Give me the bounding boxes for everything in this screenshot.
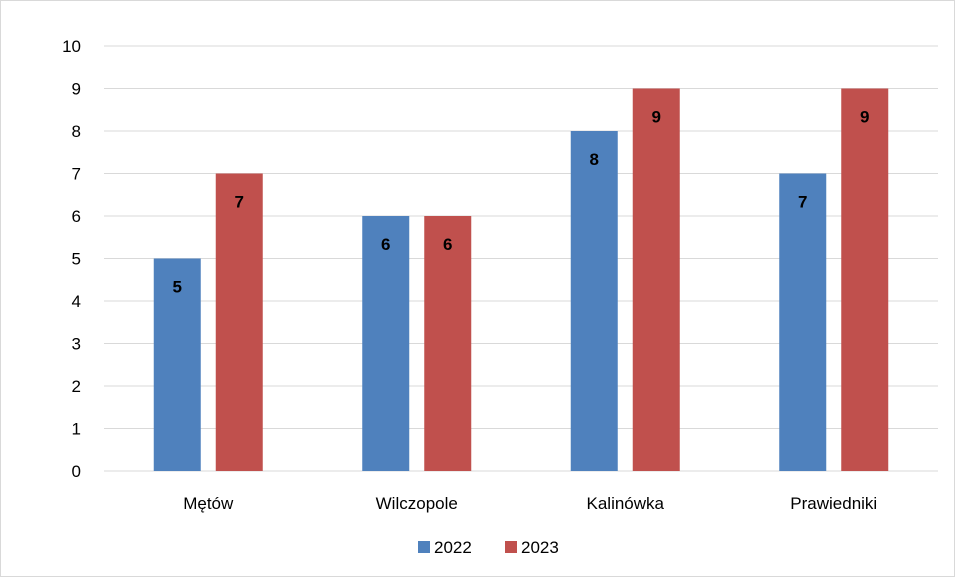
bars bbox=[153, 88, 889, 471]
data-label: 9 bbox=[652, 108, 661, 127]
y-tick-label: 8 bbox=[72, 122, 81, 141]
y-tick-label: 1 bbox=[72, 420, 81, 439]
bar-2022-2 bbox=[570, 131, 618, 471]
legend-swatch-2023 bbox=[505, 541, 517, 553]
y-tick-label: 2 bbox=[72, 377, 81, 396]
data-label: 7 bbox=[235, 193, 244, 212]
data-label: 5 bbox=[173, 278, 182, 297]
bar-2023-2 bbox=[632, 88, 680, 471]
x-category-label: Mętów bbox=[183, 494, 234, 513]
bar-2023-1 bbox=[424, 216, 472, 471]
legend-swatch-2022 bbox=[418, 541, 430, 553]
y-tick-label: 6 bbox=[72, 207, 81, 226]
y-tick-label: 7 bbox=[72, 165, 81, 184]
data-label: 9 bbox=[860, 108, 869, 127]
bar-2023-3 bbox=[841, 88, 889, 471]
y-tick-label: 3 bbox=[72, 335, 81, 354]
y-tick-label: 5 bbox=[72, 250, 81, 269]
bar-2023-0 bbox=[215, 173, 263, 471]
data-label: 8 bbox=[590, 150, 599, 169]
y-tick-label: 0 bbox=[72, 462, 81, 481]
x-category-label: Wilczopole bbox=[376, 494, 458, 513]
legend-label: 2022 bbox=[434, 538, 472, 557]
x-category-label: Prawiedniki bbox=[790, 494, 877, 513]
bar-2022-0 bbox=[153, 258, 201, 471]
data-label: 6 bbox=[443, 235, 452, 254]
y-tick-label: 10 bbox=[62, 37, 81, 56]
y-tick-label: 4 bbox=[72, 292, 81, 311]
data-label: 7 bbox=[798, 193, 807, 212]
y-tick-label: 9 bbox=[72, 80, 81, 99]
data-labels: 5 7 6 6 8 9 7 9 bbox=[173, 108, 870, 297]
y-axis-ticks: 0 1 2 3 4 5 6 7 8 9 10 bbox=[62, 37, 81, 481]
data-label: 6 bbox=[381, 235, 390, 254]
legend: 2022 2023 bbox=[418, 538, 559, 557]
x-axis-categories: Mętów Wilczopole Kalinówka Prawiedniki bbox=[183, 494, 877, 513]
bar-2022-3 bbox=[779, 173, 827, 471]
x-category-label: Kalinówka bbox=[587, 494, 665, 513]
bar-2022-1 bbox=[362, 216, 410, 471]
legend-label: 2023 bbox=[521, 538, 559, 557]
